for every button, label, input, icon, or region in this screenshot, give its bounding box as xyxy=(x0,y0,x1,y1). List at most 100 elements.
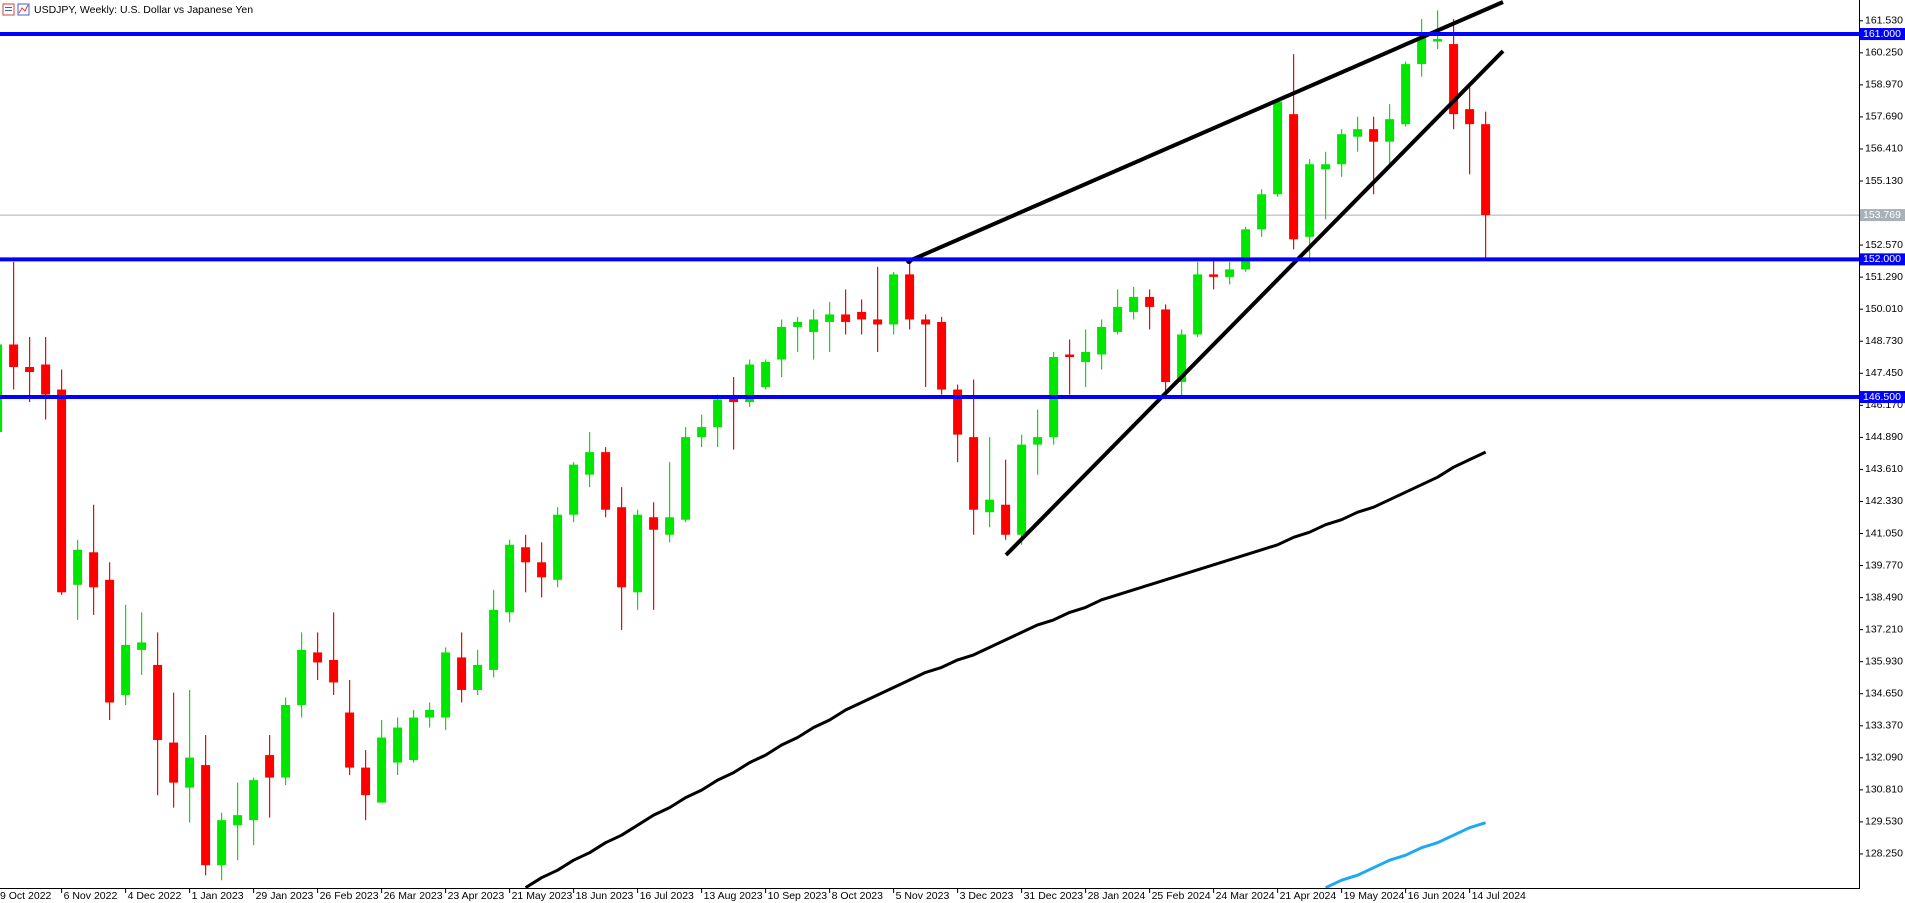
y-tick-label: 141.050 xyxy=(1865,527,1903,539)
x-tick-label: 6 Nov 2022 xyxy=(64,890,118,902)
candle-body xyxy=(921,319,931,325)
candle-body xyxy=(825,314,835,322)
candle-body xyxy=(281,704,291,778)
candle-body xyxy=(745,364,755,403)
candle-body xyxy=(537,562,547,578)
candle-body xyxy=(297,649,307,705)
candle-body xyxy=(1289,114,1299,240)
candle-body xyxy=(25,367,35,373)
x-tick-label: 31 Dec 2023 xyxy=(1024,890,1084,902)
candle-body xyxy=(1433,39,1443,42)
candle-body xyxy=(185,757,195,788)
x-tick-label: 18 Jun 2023 xyxy=(576,890,634,902)
candle-body xyxy=(793,321,803,327)
candle-body xyxy=(1001,504,1011,535)
y-tick-label: 143.610 xyxy=(1865,463,1903,475)
x-tick-label: 21 Apr 2024 xyxy=(1280,890,1337,902)
moving-average xyxy=(524,450,1487,888)
chart-title: USDJPY, Weekly: U.S. Dollar vs Japanese … xyxy=(34,4,253,16)
candle-body xyxy=(889,274,899,325)
candle-body xyxy=(809,319,819,332)
candle-body xyxy=(9,344,19,368)
candle-body xyxy=(617,507,627,588)
y-tick-label: 144.890 xyxy=(1865,431,1903,443)
candle-body xyxy=(345,712,355,768)
candle-body xyxy=(601,452,611,510)
candle-body xyxy=(1337,134,1347,165)
candle-body xyxy=(777,326,787,360)
candle-body xyxy=(1241,229,1251,270)
candle-body xyxy=(953,389,963,435)
candle-body xyxy=(41,364,51,395)
candle-body xyxy=(217,820,227,866)
x-tick-label: 13 Aug 2023 xyxy=(704,890,763,902)
candle-body xyxy=(57,389,67,593)
plot-area xyxy=(0,10,1859,888)
candle-body xyxy=(649,517,659,530)
x-tick-label: 1 Jan 2023 xyxy=(192,890,244,902)
candle-body xyxy=(489,609,499,670)
x-tick-label: 21 May 2023 xyxy=(512,890,573,902)
candle-body xyxy=(1481,124,1491,216)
x-tick-label: 14 Jul 2024 xyxy=(1472,890,1526,902)
candle-body xyxy=(457,657,467,690)
x-tick-label: 10 Sep 2023 xyxy=(768,890,828,902)
candle-body xyxy=(553,514,563,580)
candle-body xyxy=(633,514,643,593)
x-tick-label: 23 Apr 2023 xyxy=(448,890,505,902)
candle-body xyxy=(201,765,211,866)
candle-body xyxy=(985,499,995,513)
candle-body xyxy=(233,815,243,826)
y-tick-label: 128.250 xyxy=(1865,848,1903,860)
icon xyxy=(2,3,15,16)
candle-body xyxy=(857,311,867,320)
candle-body xyxy=(1177,334,1187,383)
candle-body xyxy=(1305,164,1315,237)
candle-body xyxy=(569,464,579,515)
x-tick-label: 9 Oct 2022 xyxy=(0,890,52,902)
x-tick-label: 5 Nov 2023 xyxy=(896,890,950,902)
candle-body xyxy=(313,652,323,663)
x-tick-label: 16 Jul 2023 xyxy=(640,890,694,902)
last-price-label: 153.769 xyxy=(1863,209,1901,221)
y-tick-label: 158.970 xyxy=(1865,79,1903,91)
y-tick-label: 150.010 xyxy=(1865,303,1903,315)
candle-body xyxy=(1065,354,1075,358)
y-tick-label: 157.690 xyxy=(1865,111,1903,123)
candle-body xyxy=(1097,326,1107,355)
candle-body xyxy=(1081,351,1091,363)
x-tick-label: 24 Mar 2024 xyxy=(1216,890,1275,902)
level-label: 146.500 xyxy=(1863,391,1901,403)
candle-body xyxy=(409,717,419,761)
candle-body xyxy=(681,437,691,520)
x-tick-label: 28 Jan 2024 xyxy=(1088,890,1146,902)
candle-body xyxy=(89,552,99,588)
candle-body xyxy=(1273,101,1283,195)
y-tick-label: 161.530 xyxy=(1865,15,1903,27)
candle-body xyxy=(393,727,403,763)
candle-body xyxy=(729,397,739,403)
x-tick-label: 3 Dec 2023 xyxy=(960,890,1014,902)
candle-body xyxy=(905,274,915,320)
candle-body xyxy=(1145,296,1155,307)
y-tick-label: 151.290 xyxy=(1865,271,1903,283)
candle-body xyxy=(1113,306,1123,332)
x-tick-label: 8 Oct 2023 xyxy=(832,890,884,902)
candle-body xyxy=(697,427,707,438)
level-label: 161.000 xyxy=(1863,28,1901,40)
y-tick-label: 147.450 xyxy=(1865,367,1903,379)
candle-body xyxy=(329,659,339,683)
x-tick-label: 26 Feb 2023 xyxy=(320,890,379,902)
candle-body xyxy=(937,321,947,390)
trendline xyxy=(1004,49,1505,557)
y-tick-label: 152.570 xyxy=(1865,239,1903,251)
candle-body xyxy=(0,344,3,433)
candle-body xyxy=(425,709,435,718)
candle-body xyxy=(361,767,371,796)
level-label: 152.000 xyxy=(1863,253,1901,265)
candle-body xyxy=(1321,164,1331,170)
candle-body xyxy=(1449,44,1459,115)
y-tick-label: 138.490 xyxy=(1865,591,1903,603)
